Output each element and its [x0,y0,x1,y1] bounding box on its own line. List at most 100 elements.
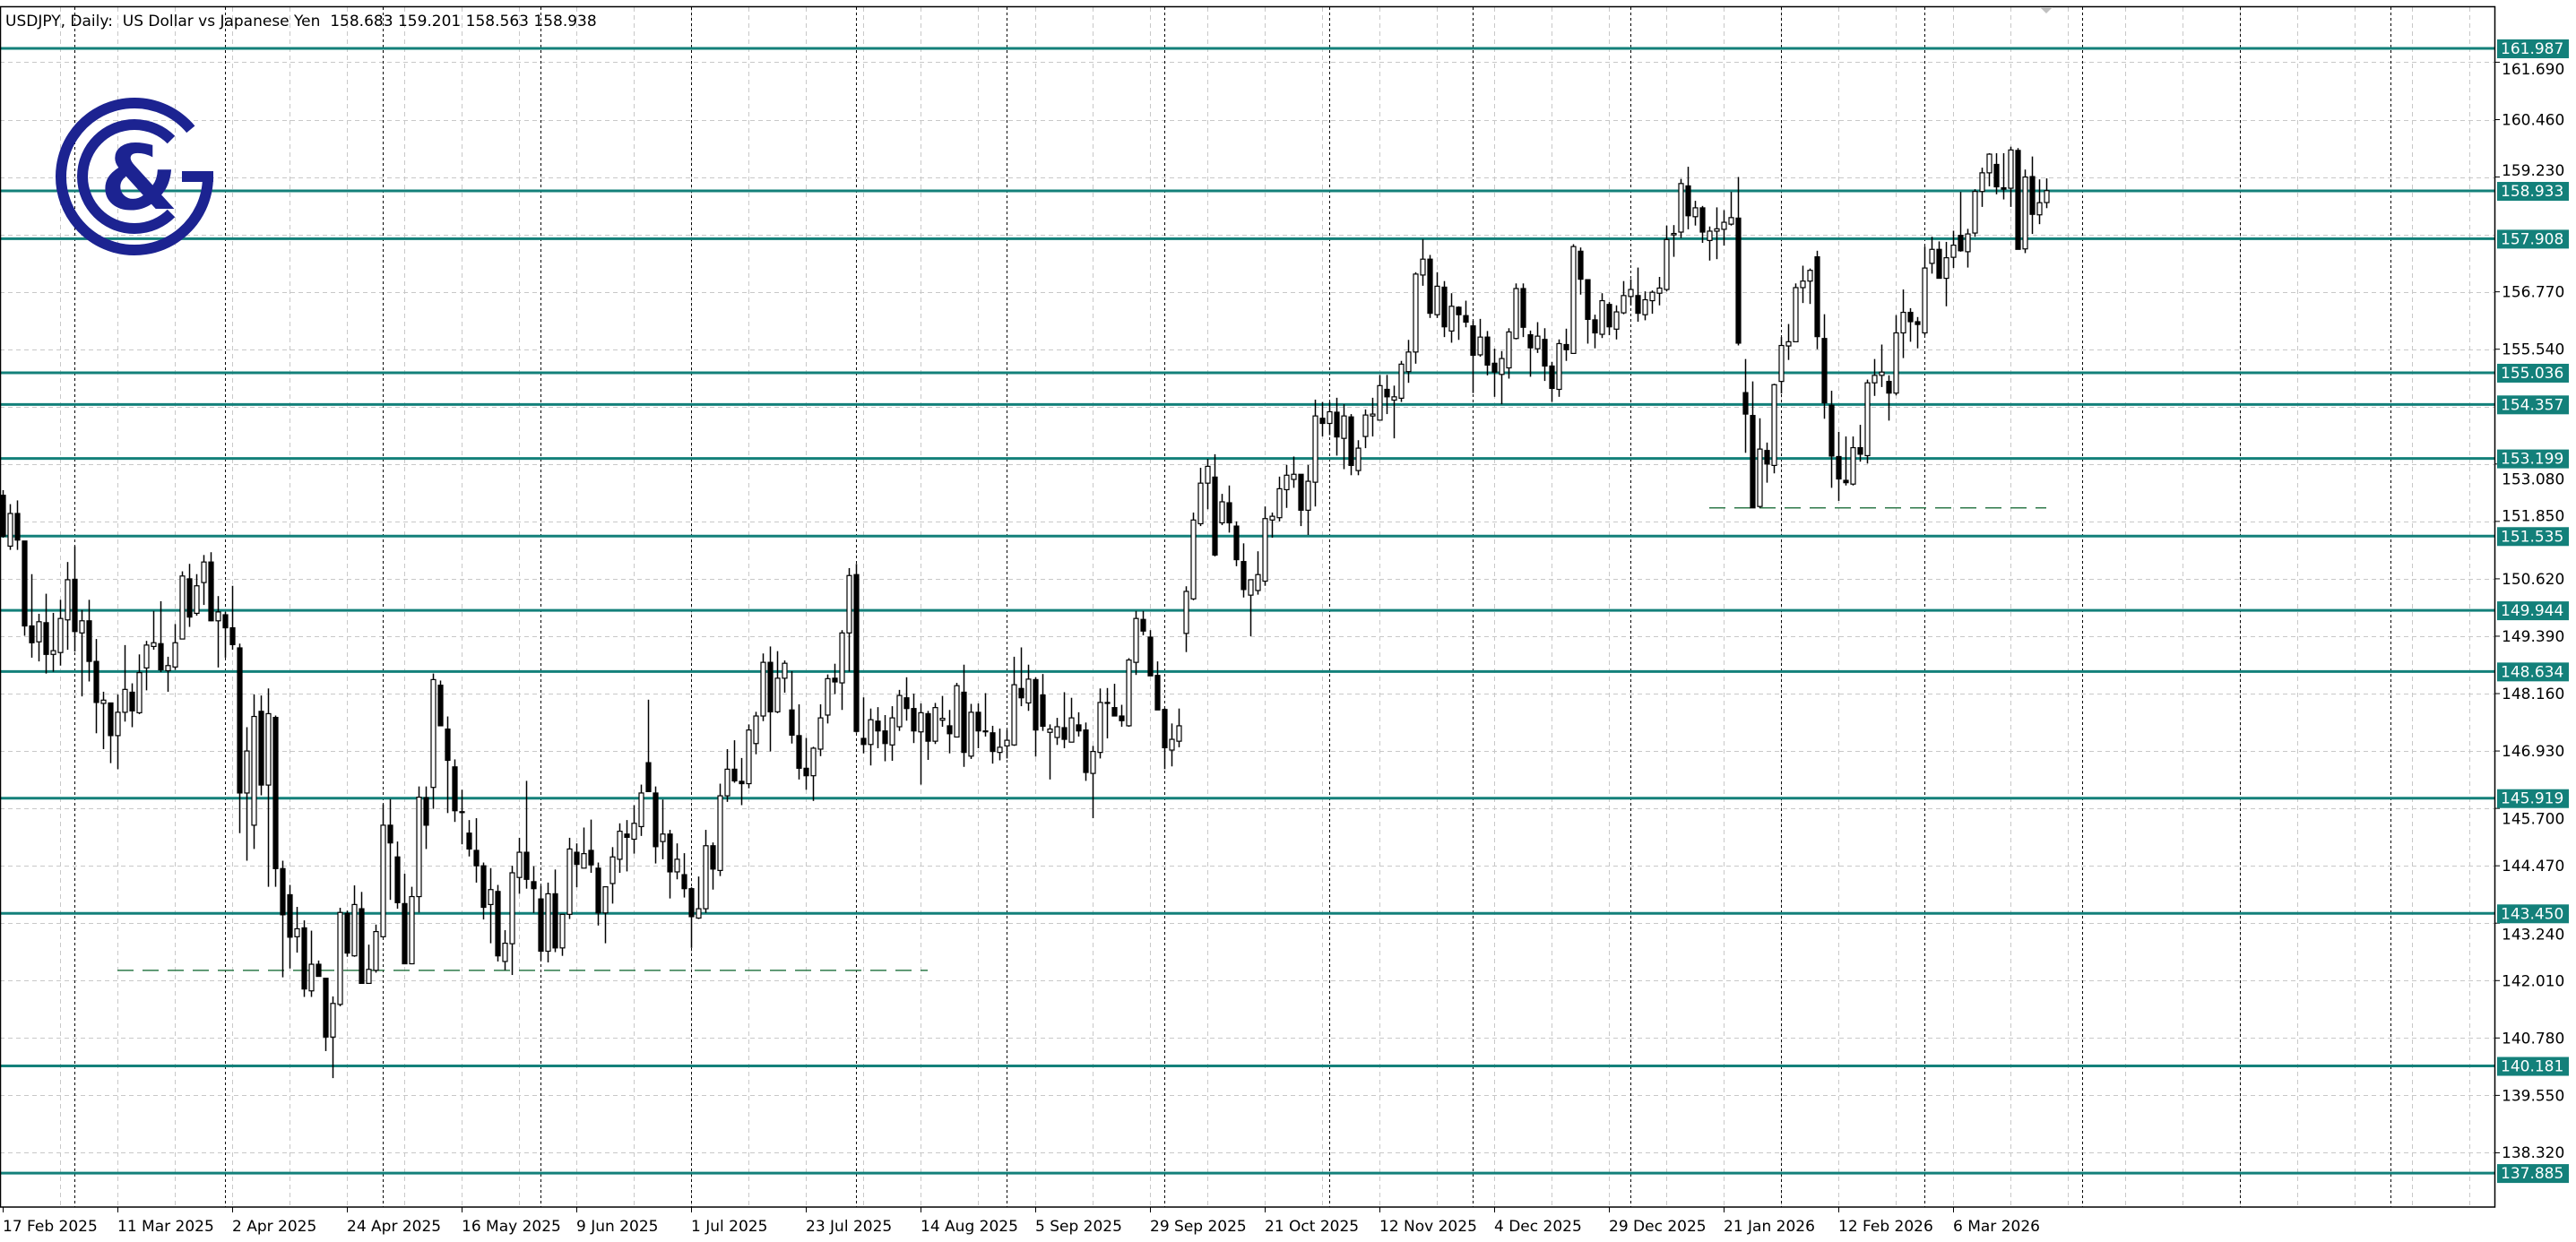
candle-body-bear [22,540,28,627]
candle [1197,467,1204,527]
candle-body-bull [839,632,845,684]
candle-body-bull [65,579,71,621]
grid [0,7,2495,1207]
candle-body-bear [1936,248,1942,280]
candle-body-bull [559,913,566,949]
candle-body-bull [366,969,372,985]
candle-body-bear [1915,321,1921,325]
candle-body-bear [882,730,888,745]
candle-body-bear [903,697,910,710]
candle-body-bull [488,889,494,905]
chart-shift-marker[interactable] [2040,7,2053,13]
candle-body-bear [1886,381,1892,394]
ohlc-close: 158.938 [533,13,597,30]
candle-body-bull [1871,375,1878,384]
candle-body-bull [631,823,637,841]
candle [1520,283,1526,338]
candle-body-bull [918,712,924,733]
candle [480,862,487,920]
level-label: 161.987 [2501,40,2563,58]
candle-body-bear [1491,362,1498,373]
candle [588,819,594,873]
candle [1384,375,1390,415]
candle [1578,247,1584,295]
dashed-levels [117,507,2046,971]
candle-body-bear [1520,288,1526,328]
candle-body-bull [172,642,178,668]
candle-body-bull [1728,217,1734,225]
candle [1821,314,1828,419]
candle [1047,724,1053,780]
candle [674,843,680,880]
candle-body-bear [961,691,967,754]
candle-body-bear [394,856,401,903]
candle [1563,328,1569,361]
candle [1750,381,1756,509]
time-axis[interactable]: 17 Feb 2025 11 Mar 2025 2 Apr 2025 24 Apr 2… [3,1207,2040,1236]
price-tick-label: 161.690 [2502,61,2564,79]
candle [122,644,128,722]
candle [581,827,587,869]
symbol: USDJPY [5,13,61,30]
candle [488,867,494,944]
candle-body-bear [1563,343,1569,350]
candle [703,830,709,913]
candle-body-bear [523,851,530,880]
candle [1771,384,1777,474]
candle-body-bull [1391,396,1397,401]
candle-body-bear [990,732,996,753]
level-label-box [2497,789,2569,808]
candle [1463,300,1469,328]
candle-body-bear [653,792,659,848]
candle-body-bull [1420,258,1426,276]
candle-body-bear [344,912,350,954]
chart-header: USDJPY, Daily: US Dollar vs Japanese Yen… [5,13,597,30]
candle [172,624,178,670]
candle-body-bear [0,495,6,538]
candle-body-bull [308,963,315,992]
candle [1513,283,1519,340]
candle-body-bear [445,728,451,762]
candle-body-bear [1040,694,1046,728]
candle [1434,272,1440,318]
level-label: 154.357 [2501,396,2563,414]
candle-body-bear [108,702,114,737]
time-tick-label: 24 Apr 2025 [347,1218,441,1236]
candle [846,567,852,672]
level-label-box [2497,39,2569,58]
candle [631,805,637,854]
candle [1656,276,1663,306]
candle [1169,723,1175,767]
candle [1929,237,1935,274]
candle [2015,148,2021,250]
candle [832,663,838,694]
candle-body-bull [265,712,272,786]
candle-body-bull [1513,288,1519,340]
price-axis[interactable]: 161.690 160.460 159.230 156.770 155.540 153.0… [2495,61,2564,1162]
candle-body-bear [1076,724,1082,732]
candle-body-bear [1111,707,1118,717]
candle-body-bull [194,585,200,615]
ohlc-high: 159.201 [397,13,462,30]
candle-body-bull [1448,306,1455,332]
candle-body-bull [1649,291,1655,302]
candle [1477,318,1483,358]
candle-body-bear [1750,415,1756,509]
candle [1936,241,1942,280]
candle-body-bull [746,729,752,785]
candle-body-bull [1047,728,1053,733]
candle [516,837,523,894]
candle-body-bull [1183,591,1189,634]
candle [653,786,659,864]
candle-body-bull [337,911,343,1005]
level-label: 158.933 [2501,183,2563,201]
candle-body-bull [2008,149,2014,189]
candle [323,978,329,1051]
candle-body-bear [982,730,989,733]
candle-body-bear [359,908,365,985]
candle-body-bull [1534,335,1541,349]
candle-body-bull [1305,480,1311,511]
price-tick-label: 150.620 [2502,571,2564,589]
price-tick-label: 155.540 [2502,341,2564,359]
